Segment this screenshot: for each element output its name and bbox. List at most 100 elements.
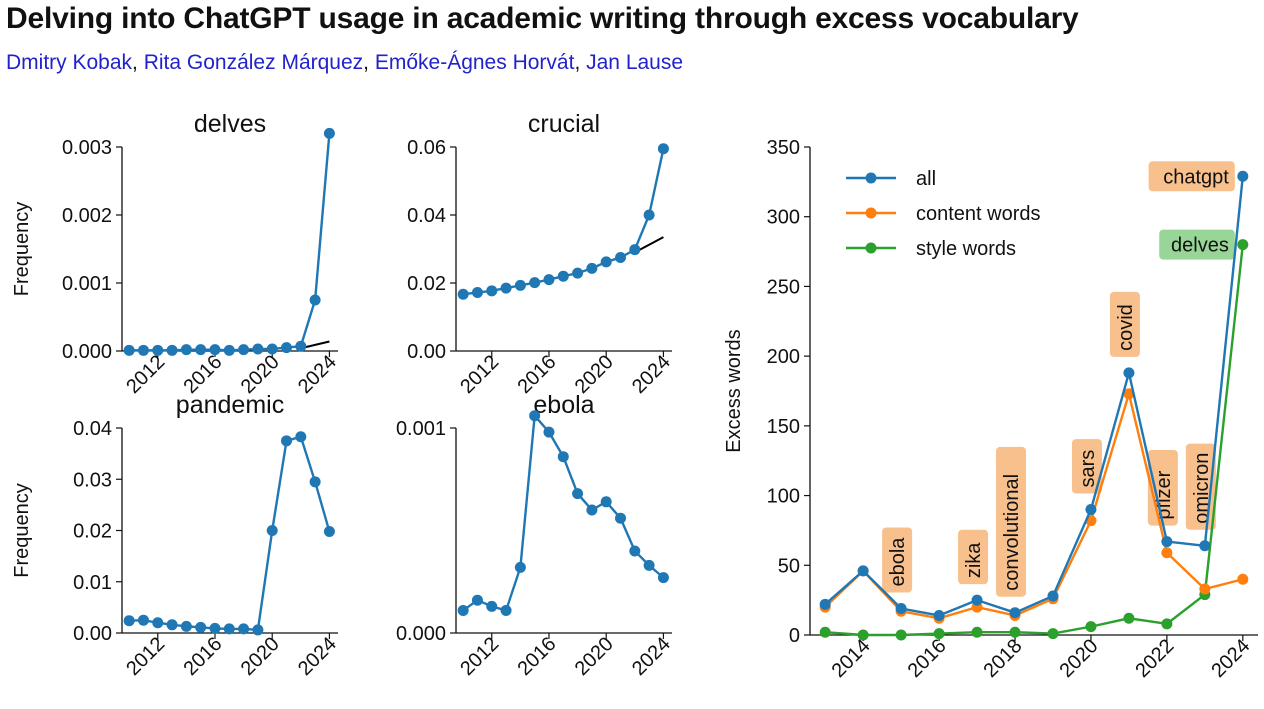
legend-marker: [865, 242, 877, 254]
data-point: [500, 282, 512, 294]
series-line: [462, 412, 665, 612]
legend-label: style words: [916, 238, 1016, 260]
data-point: [643, 209, 655, 221]
series-line: [129, 133, 331, 352]
data-point: [152, 344, 164, 356]
y-tick-label: 0.002: [62, 205, 112, 227]
y-tick-label: 0.001: [62, 273, 112, 295]
data-point: [971, 626, 983, 638]
data-point: [819, 626, 831, 638]
y-tick-label: 0.02: [407, 273, 446, 295]
data-point: [557, 451, 569, 463]
y-tick-label: 250: [767, 276, 800, 298]
data-point: [123, 344, 135, 356]
series-line: [123, 431, 335, 636]
data-point: [1123, 367, 1135, 379]
y-tick-label: 200: [767, 346, 800, 368]
data-point: [323, 526, 335, 538]
x-tick-label: 2020: [1055, 635, 1102, 682]
annotation-box: [958, 529, 989, 585]
y-tick-label: 0.06: [407, 137, 446, 159]
data-point: [1085, 621, 1097, 633]
annotation-label: covid: [1109, 291, 1140, 357]
data-point: [252, 343, 264, 355]
data-point: [123, 615, 135, 627]
data-point: [295, 431, 307, 443]
series-all: [819, 170, 1249, 621]
data-point: [514, 561, 526, 573]
data-point: [629, 244, 641, 256]
data-point: [572, 267, 584, 279]
x-tick-label: 2012: [456, 351, 503, 398]
x-tick-label: 2024: [628, 351, 675, 398]
data-point: [223, 344, 235, 356]
data-point: [895, 629, 907, 641]
data-point: [514, 279, 526, 291]
data-point: [137, 344, 149, 356]
data-point: [857, 565, 869, 577]
data-point: [457, 288, 469, 300]
data-point: [657, 143, 669, 155]
data-point: [600, 256, 612, 268]
data-point: [152, 617, 164, 629]
legend-marker: [865, 207, 877, 219]
data-point: [266, 343, 278, 355]
y-axis-label: Frequency: [11, 202, 33, 297]
data-point: [1047, 590, 1059, 602]
y-axis-label: Frequency: [11, 483, 33, 578]
chart-panel: 0 50 100 150 200 250 300 350 2014 2016 2018 2020 202…: [723, 137, 1258, 682]
annotation-label: convolutional: [996, 446, 1027, 597]
chart-title: pandemic: [176, 391, 284, 419]
series-line: [123, 127, 335, 356]
author-name[interactable]: Emőke-Ágnes Horvát: [374, 51, 575, 74]
annotation-label: delves: [1159, 229, 1235, 260]
series-line: [824, 176, 1245, 617]
data-point: [615, 512, 627, 524]
author-separator: ,: [363, 51, 369, 74]
y-tick-label: 0.02: [73, 521, 112, 543]
annotation-text: covid: [1115, 304, 1137, 351]
y-tick-label: 0.003: [62, 137, 112, 159]
y-tick-label: 0.00: [73, 623, 112, 645]
y-tick-label: 0.01: [73, 572, 112, 594]
x-tick-label: 2012: [122, 351, 169, 398]
y-tick-label: 300: [767, 207, 800, 229]
data-point: [500, 604, 512, 616]
annotation-text: zika: [963, 542, 985, 578]
annotation-text: omicron: [1191, 453, 1213, 524]
x-tick-label: 2014: [828, 635, 875, 682]
data-point: [1123, 612, 1135, 624]
annotation-box: [1159, 229, 1235, 260]
legend: all content words style words: [846, 168, 1041, 260]
author-name[interactable]: Dmitry Kobak: [6, 51, 133, 74]
x-tick-label: 2012: [456, 633, 503, 680]
y-tick-label: 0: [789, 625, 800, 647]
x-tick-label: 2020: [237, 633, 284, 680]
y-tick-label: 100: [767, 486, 800, 508]
author-separator: ,: [574, 51, 581, 74]
data-point: [1161, 536, 1173, 548]
author-name[interactable]: Rita González Márquez: [143, 51, 364, 74]
data-point: [1199, 583, 1211, 595]
data-point: [857, 629, 869, 641]
annotation-label: ebola: [882, 527, 913, 593]
data-point: [600, 496, 612, 508]
data-point: [643, 559, 655, 571]
data-point: [1009, 626, 1021, 638]
data-point: [209, 344, 221, 356]
x-tick-label: 2016: [513, 633, 560, 680]
data-point: [543, 426, 555, 438]
data-point: [1123, 388, 1135, 400]
annotation-label: chatgpt: [1148, 161, 1235, 192]
legend-label: all: [916, 168, 936, 190]
chart-title: ebola: [533, 391, 594, 419]
data-point: [195, 621, 207, 633]
author-name[interactable]: Jan Lause: [586, 51, 684, 74]
chart-panel: 0.000 0.001 2012 2016 2020 2024 ebola: [396, 391, 675, 680]
series-line: [457, 143, 669, 300]
x-tick-label: 2016: [179, 633, 226, 680]
annotation-label: zika: [958, 529, 989, 585]
series-line: [825, 244, 1245, 637]
